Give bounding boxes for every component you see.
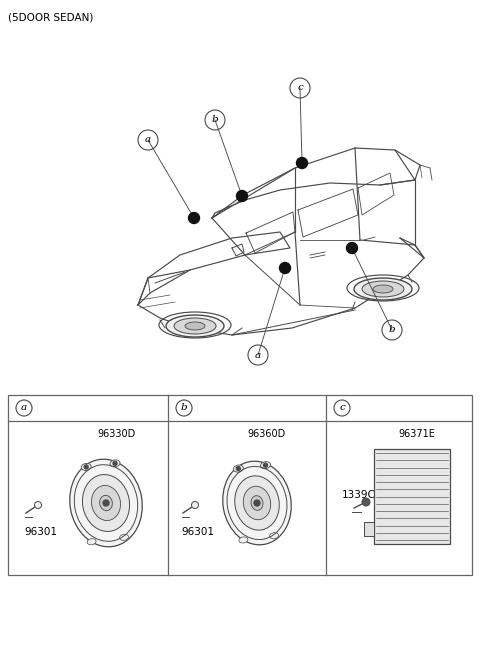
Text: 1339CC: 1339CC — [342, 490, 383, 500]
Text: a: a — [255, 350, 261, 359]
Ellipse shape — [261, 462, 270, 469]
Text: c: c — [339, 403, 345, 413]
Ellipse shape — [239, 537, 248, 543]
Text: 96301: 96301 — [24, 527, 57, 537]
Text: a: a — [21, 403, 27, 413]
Text: 96371E: 96371E — [398, 429, 435, 439]
Circle shape — [264, 463, 267, 467]
Ellipse shape — [362, 281, 404, 297]
Circle shape — [103, 500, 109, 506]
Ellipse shape — [185, 322, 205, 330]
Circle shape — [297, 157, 308, 169]
Ellipse shape — [120, 534, 129, 541]
Circle shape — [35, 501, 41, 508]
Ellipse shape — [373, 285, 393, 293]
Text: c: c — [297, 83, 303, 92]
Ellipse shape — [174, 318, 216, 334]
Text: b: b — [212, 115, 218, 125]
Ellipse shape — [233, 465, 243, 472]
Ellipse shape — [92, 485, 120, 520]
Circle shape — [347, 243, 358, 253]
Ellipse shape — [70, 459, 142, 547]
Ellipse shape — [270, 533, 278, 539]
Circle shape — [237, 190, 248, 201]
Circle shape — [192, 501, 199, 508]
Text: 96330D: 96330D — [97, 429, 135, 439]
Ellipse shape — [110, 460, 120, 467]
Ellipse shape — [87, 539, 96, 544]
Circle shape — [254, 500, 260, 506]
Text: (5DOOR SEDAN): (5DOOR SEDAN) — [8, 13, 94, 23]
Bar — [374, 449, 450, 544]
Text: b: b — [389, 325, 396, 335]
Ellipse shape — [223, 461, 291, 544]
Ellipse shape — [251, 496, 263, 510]
Text: b: b — [180, 403, 187, 413]
Text: a: a — [145, 136, 151, 144]
Circle shape — [189, 213, 200, 224]
Circle shape — [362, 498, 370, 506]
Circle shape — [279, 262, 290, 274]
Ellipse shape — [243, 486, 271, 520]
Ellipse shape — [81, 463, 91, 470]
Circle shape — [84, 465, 88, 469]
Circle shape — [236, 466, 240, 470]
Bar — [364, 522, 374, 536]
Ellipse shape — [83, 474, 130, 531]
Text: 96360D: 96360D — [248, 429, 286, 439]
Ellipse shape — [166, 315, 224, 337]
Ellipse shape — [354, 278, 412, 300]
Ellipse shape — [100, 495, 112, 510]
Circle shape — [113, 461, 117, 465]
Ellipse shape — [235, 476, 279, 530]
Bar — [8, 395, 472, 575]
Text: 96301: 96301 — [181, 527, 214, 537]
